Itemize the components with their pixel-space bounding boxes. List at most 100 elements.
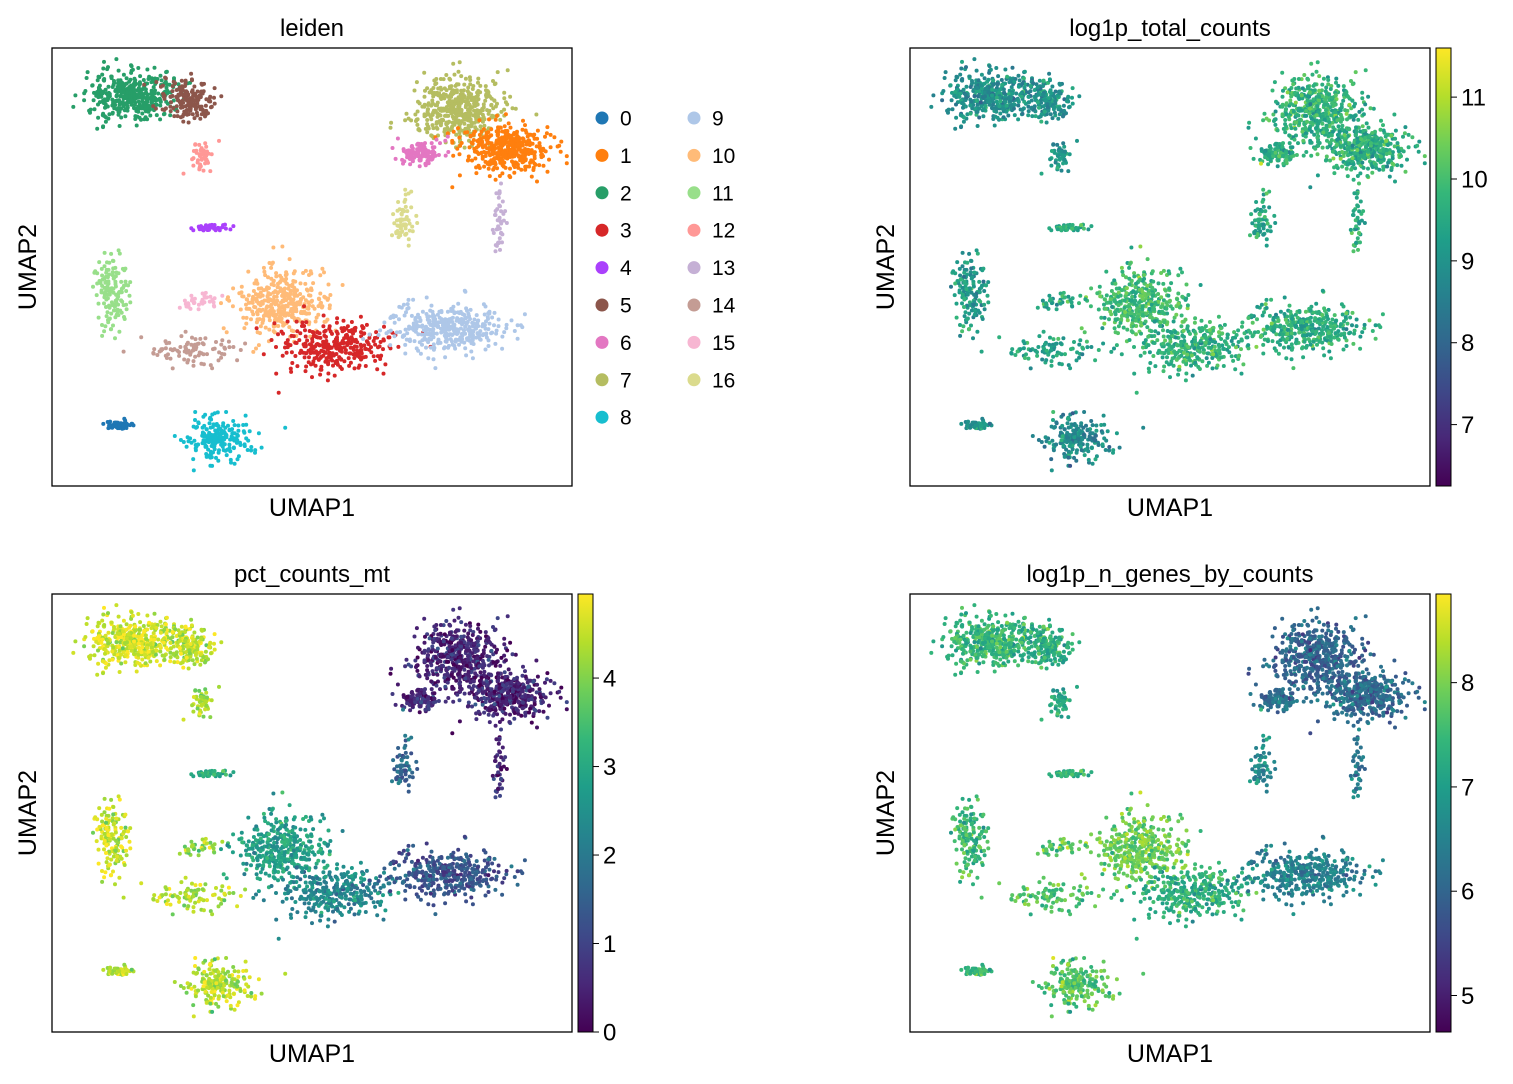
cell-point xyxy=(1302,73,1307,77)
cell-point xyxy=(217,350,222,355)
cell-point xyxy=(265,310,270,315)
cell-point xyxy=(1070,86,1075,91)
cell-point xyxy=(943,70,948,75)
cell-point xyxy=(311,330,316,335)
cell-point xyxy=(1315,60,1320,65)
cell-point xyxy=(143,107,148,111)
cell-point xyxy=(324,339,329,343)
cell-point xyxy=(186,302,191,307)
cell-point xyxy=(129,102,134,107)
cell-point xyxy=(1333,93,1338,98)
cell-point xyxy=(308,347,313,351)
cell-point xyxy=(309,286,314,291)
cell-point xyxy=(1349,114,1354,119)
legend-marker xyxy=(595,410,609,424)
cell-point xyxy=(188,352,193,357)
cell-point xyxy=(442,129,447,134)
cell-point xyxy=(425,118,430,122)
cell-point xyxy=(1283,122,1288,127)
cell-point xyxy=(410,144,414,148)
cell-point xyxy=(301,295,306,300)
cell-point xyxy=(116,248,121,253)
cell-point xyxy=(300,320,305,325)
cell-point xyxy=(228,227,233,232)
cell-point xyxy=(307,311,312,316)
cell-point xyxy=(1341,98,1346,103)
cell-point xyxy=(1344,111,1349,116)
cell-point xyxy=(121,86,126,91)
cell-point xyxy=(457,173,462,178)
cell-point xyxy=(113,302,118,307)
cell-point xyxy=(369,345,373,350)
cell-point xyxy=(310,375,314,380)
cell-point xyxy=(208,425,213,430)
cell-point xyxy=(988,67,993,72)
legend-label: 7 xyxy=(620,369,632,392)
cell-point xyxy=(1007,99,1012,104)
cell-point xyxy=(172,114,177,119)
legend-marker xyxy=(595,111,609,125)
cell-point xyxy=(1387,151,1392,156)
cell-point xyxy=(418,318,423,323)
cell-point xyxy=(151,351,156,356)
cell-point xyxy=(502,124,507,129)
cell-point xyxy=(1370,131,1375,135)
cell-point xyxy=(316,312,321,317)
cell-point xyxy=(378,340,383,344)
cell-point xyxy=(485,141,490,146)
cell-point xyxy=(1055,227,1060,232)
cell-point xyxy=(987,98,992,103)
cell-point xyxy=(303,281,308,286)
cell-point xyxy=(168,109,173,114)
cell-point xyxy=(1341,84,1346,89)
cell-point xyxy=(1061,161,1066,166)
cell-point xyxy=(104,305,108,309)
cell-point xyxy=(1385,164,1390,169)
cell-point xyxy=(214,340,218,344)
cell-point xyxy=(1016,73,1021,78)
cell-point xyxy=(987,64,992,69)
cell-point xyxy=(1385,148,1389,153)
cell-point xyxy=(123,279,128,284)
cell-point xyxy=(493,213,497,217)
cell-point xyxy=(1066,94,1071,99)
cell-point xyxy=(1307,111,1312,116)
cell-point xyxy=(997,104,1002,109)
cell-point xyxy=(415,142,420,147)
cell-point xyxy=(409,205,414,210)
cell-point xyxy=(112,79,116,83)
cell-point xyxy=(476,80,480,85)
cell-point xyxy=(289,350,294,355)
cell-point xyxy=(1345,162,1350,167)
cell-point xyxy=(444,333,449,338)
cell-point xyxy=(516,135,521,140)
cell-point xyxy=(1317,88,1322,93)
cell-point xyxy=(487,162,492,167)
cell-point xyxy=(396,344,401,349)
cell-point xyxy=(427,90,432,95)
cell-point xyxy=(468,78,473,82)
cell-point xyxy=(322,294,327,299)
cell-point xyxy=(497,215,502,220)
cell-point xyxy=(413,317,418,322)
cell-point xyxy=(493,117,498,122)
cell-point xyxy=(155,353,160,357)
cell-point xyxy=(1000,82,1005,87)
cell-point xyxy=(498,117,503,122)
cell-point xyxy=(496,125,500,130)
cell-point xyxy=(476,142,481,147)
cell-point xyxy=(1384,138,1389,143)
cell-point xyxy=(315,330,320,334)
cell-point xyxy=(1312,82,1317,87)
cell-point xyxy=(304,320,309,325)
cell-point xyxy=(959,66,964,71)
cell-point xyxy=(323,319,328,324)
cell-point xyxy=(193,448,198,453)
cell-point xyxy=(1399,154,1403,159)
cell-point xyxy=(1381,167,1386,172)
cell-point xyxy=(381,371,386,376)
legend-marker xyxy=(595,148,609,162)
cell-point xyxy=(170,348,175,353)
cell-point xyxy=(1361,112,1366,117)
legend-marker xyxy=(687,223,701,237)
